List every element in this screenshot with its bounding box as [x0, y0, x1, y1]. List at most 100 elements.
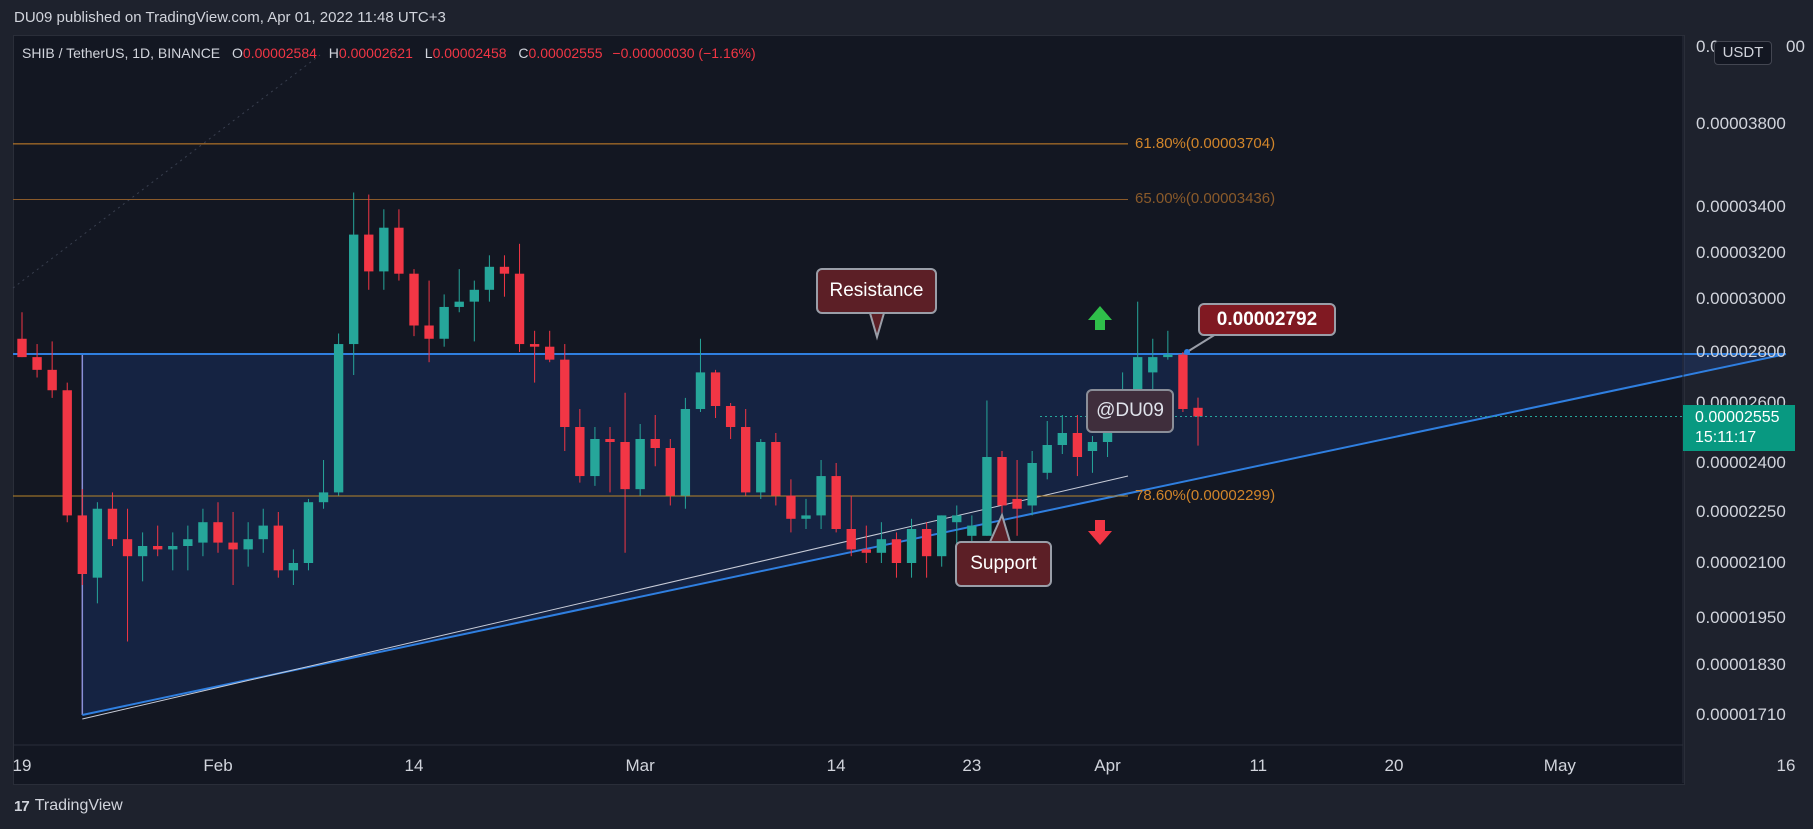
candle-body	[303, 502, 314, 563]
candle-body	[816, 476, 826, 516]
candle-body	[1042, 445, 1052, 473]
candle-body	[122, 539, 133, 557]
currency-button[interactable]: USDT	[1714, 41, 1772, 65]
footer: 17 TradingView	[14, 797, 123, 815]
symbol-legend: SHIB / TetherUS, 1D, BINANCE O0.00002584…	[22, 45, 756, 61]
candle-body	[921, 529, 932, 557]
candle-body	[967, 525, 977, 536]
symbol-name[interactable]: SHIB / TetherUS, 1D, BINANCE	[22, 45, 221, 61]
candle-body	[771, 442, 781, 496]
x-tick-label: 16	[1776, 756, 1796, 775]
candle-body	[695, 372, 706, 409]
candle-body	[379, 227, 389, 272]
candle-body	[906, 529, 917, 563]
candle-body	[62, 390, 72, 516]
candle-body	[243, 539, 253, 550]
candle-body	[997, 457, 1007, 506]
candle-body	[394, 227, 404, 274]
candle-body	[680, 409, 691, 496]
x-tick-label: Mar	[625, 756, 655, 775]
brand-name: TradingView	[34, 797, 123, 814]
y-tick-partial: 0.0	[1696, 37, 1720, 56]
candle-body	[876, 539, 887, 553]
x-tick-label: 14	[404, 756, 424, 775]
y-tick-label: 0.00002800	[1696, 342, 1786, 361]
candle-body	[213, 522, 223, 543]
candle-body	[424, 325, 434, 339]
candle-body	[17, 338, 27, 358]
candle-body	[1012, 498, 1022, 509]
resistance-pointer	[868, 312, 886, 341]
candle-body	[349, 234, 359, 345]
level-callout[interactable]: 0.00002792	[1198, 303, 1336, 336]
candle-body	[183, 539, 193, 546]
candle-body	[590, 439, 600, 477]
resistance-callout[interactable]: Resistance	[816, 268, 937, 314]
candle-body	[846, 529, 856, 550]
candle-body	[741, 427, 751, 493]
x-tick-label: Feb	[203, 756, 233, 775]
y-tick-label: 0.00001830	[1696, 655, 1786, 674]
x-tick-label: Apr	[1094, 756, 1121, 775]
publisher-info: DU09 published on TradingView.com, Apr 0…	[14, 9, 446, 26]
y-tick-label: 0.00002400	[1696, 453, 1786, 472]
candle-body	[831, 476, 841, 529]
x-tick-label: 11	[1249, 756, 1268, 775]
candle-body	[801, 515, 811, 519]
bar-countdown: 15:11:17	[1695, 429, 1757, 446]
tradingview-logo-icon[interactable]: 17	[14, 797, 30, 815]
candle-body	[725, 406, 736, 427]
candle-body	[1148, 357, 1158, 373]
candle-body	[650, 439, 660, 448]
candle-body	[1178, 354, 1188, 409]
candle-body	[665, 448, 675, 496]
x-tick-label: 20	[1384, 756, 1404, 775]
candle-body	[560, 359, 570, 427]
candle-body	[318, 492, 329, 503]
support-callout[interactable]: Support	[955, 541, 1052, 587]
candle-body	[47, 369, 57, 391]
candle-body	[937, 515, 947, 557]
candle-body	[168, 546, 178, 550]
candle-body	[635, 439, 645, 490]
candle-body	[710, 372, 721, 406]
fib-dotted-line	[12, 54, 321, 289]
candle-body	[484, 266, 495, 290]
change-value: −0.00000030 (−1.16%)	[612, 45, 756, 61]
down-arrow-icon	[1088, 520, 1112, 545]
y-tick-label: 0.00001950	[1696, 608, 1786, 627]
y-tick-label: 0.00002100	[1696, 553, 1786, 572]
candle-body	[228, 542, 238, 550]
candle-body	[153, 546, 163, 550]
candle-body	[454, 301, 464, 307]
candle-body	[1087, 442, 1098, 451]
candle-body	[786, 495, 796, 519]
y-tick-label: 0.00002250	[1696, 502, 1786, 521]
candle-body	[545, 346, 555, 360]
candle-body	[77, 515, 87, 574]
candle-body	[469, 289, 479, 302]
low-value: 0.00002458	[432, 45, 507, 61]
candle-body	[107, 508, 118, 540]
candle-body	[273, 525, 283, 571]
fib-786-label: 78.60%(0.00002299)	[1135, 487, 1276, 504]
fib-65-label: 65.00%(0.00003436)	[1135, 190, 1276, 207]
high-value: 0.00002621	[338, 45, 413, 61]
candle-body	[364, 234, 374, 272]
current-price-badge: 0.00002555 15:11:17	[1683, 405, 1795, 451]
candle-body	[198, 522, 208, 543]
y-tick-label: 0.00003800	[1696, 114, 1786, 133]
open-label: O	[232, 45, 243, 61]
candle-body	[529, 344, 540, 347]
candle-body	[288, 563, 299, 571]
candle-body	[756, 442, 766, 493]
low-label: L	[424, 45, 433, 61]
candle-body	[258, 525, 268, 540]
candle-body	[605, 439, 615, 442]
candle-body	[137, 546, 148, 557]
candle-body	[575, 427, 585, 477]
candle-body	[409, 273, 419, 326]
x-tick-label: 23	[962, 756, 982, 775]
y-tick-label: 0.00003200	[1696, 243, 1786, 262]
